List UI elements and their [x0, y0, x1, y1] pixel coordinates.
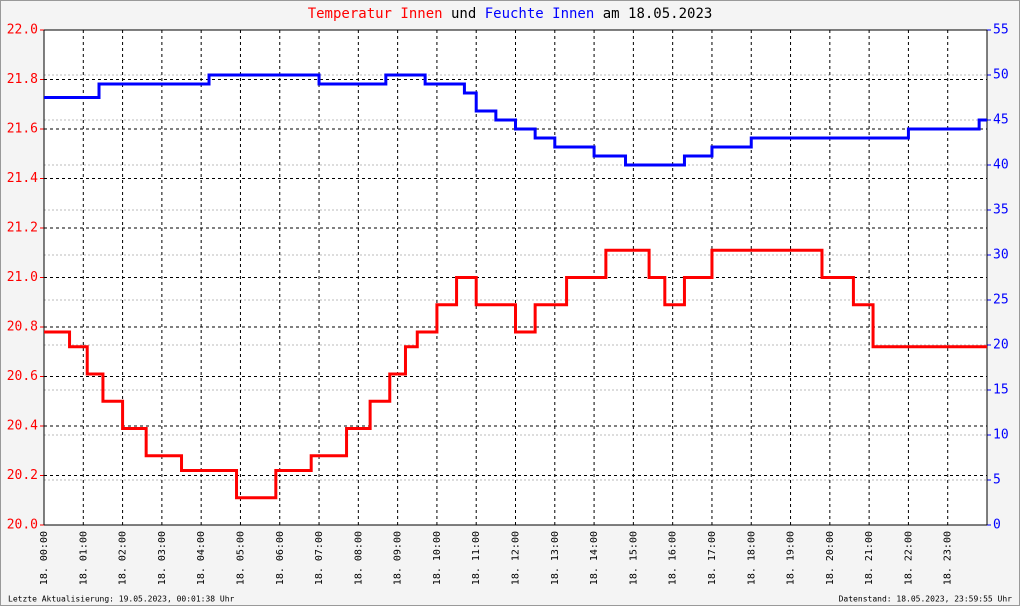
x-tick-label: 18. 18:00 [746, 531, 757, 585]
x-tick-label: 18. 07:00 [314, 531, 325, 585]
x-tick-label: 18. 23:00 [943, 531, 954, 585]
x-tick-label: 18. 20:00 [825, 531, 836, 585]
y2-tick-label: 45 [993, 113, 1009, 128]
x-tick-label: 18. 19:00 [786, 531, 797, 585]
y-tick-label: 21.6 [7, 122, 38, 137]
footer-right: Datenstand: 18.05.2023, 23:59:55 Uhr [839, 595, 1013, 604]
x-tick-label: 18. 16:00 [668, 531, 679, 585]
title-part: Temperatur Innen [308, 6, 443, 22]
y2-tick-label: 40 [993, 158, 1009, 173]
x-tick-label: 18. 09:00 [393, 531, 404, 585]
x-tick-label: 18. 15:00 [628, 531, 639, 585]
y2-tick-label: 50 [993, 68, 1009, 83]
x-tick-label: 18. 10:00 [432, 531, 443, 585]
footer-left: Letzte Aktualisierung: 19.05.2023, 00:01… [8, 595, 235, 604]
x-tick-label: 18. 01:00 [78, 531, 89, 585]
y2-tick-label: 0 [993, 518, 1001, 533]
chart-title: Temperatur Innen und Feuchte Innen am 18… [308, 6, 713, 22]
y2-tick-label: 55 [993, 23, 1009, 38]
y-tick-label: 20.2 [7, 468, 38, 483]
y-tick-label: 22.0 [7, 23, 38, 38]
x-tick-label: 18. 11:00 [471, 531, 482, 585]
y2-tick-label: 35 [993, 203, 1009, 218]
y-tick-label: 20.0 [7, 518, 38, 533]
x-tick-label: 18. 05:00 [235, 531, 246, 585]
y2-tick-label: 30 [993, 248, 1009, 263]
y2-tick-label: 20 [993, 338, 1009, 353]
x-tick-label: 18. 17:00 [707, 531, 718, 585]
series-line [44, 248, 987, 500]
y-tick-label: 21.8 [7, 72, 38, 87]
x-tick-label: 18. 08:00 [353, 531, 364, 585]
y-tick-label: 20.8 [7, 320, 38, 335]
x-tick-label: 18. 12:00 [511, 531, 522, 585]
x-tick-label: 18. 00:00 [39, 531, 50, 585]
x-tick-label: 18. 22:00 [903, 531, 914, 585]
x-tick-label: 18. 13:00 [550, 531, 561, 585]
title-part: am 18.05.2023 [603, 6, 713, 22]
x-tick-label: 18. 02:00 [118, 531, 129, 585]
x-tick-label: 18. 06:00 [275, 531, 286, 585]
series-line [44, 73, 987, 167]
y-tick-label: 20.6 [7, 369, 38, 384]
y2-tick-label: 5 [993, 473, 1001, 488]
y-tick-label: 21.4 [7, 171, 38, 186]
y2-tick-label: 15 [993, 383, 1009, 398]
title-part: und [451, 6, 476, 22]
y-tick-label: 21.0 [7, 270, 38, 285]
x-tick-label: 18. 04:00 [196, 531, 207, 585]
x-tick-label: 18. 03:00 [157, 531, 168, 585]
y2-tick-label: 10 [993, 428, 1009, 443]
x-tick-label: 18. 21:00 [864, 531, 875, 585]
title-part: Feuchte Innen [485, 6, 595, 22]
y2-tick-label: 25 [993, 293, 1009, 308]
y-tick-label: 21.2 [7, 221, 38, 236]
y-tick-label: 20.4 [7, 419, 38, 434]
x-tick-label: 18. 14:00 [589, 531, 600, 585]
